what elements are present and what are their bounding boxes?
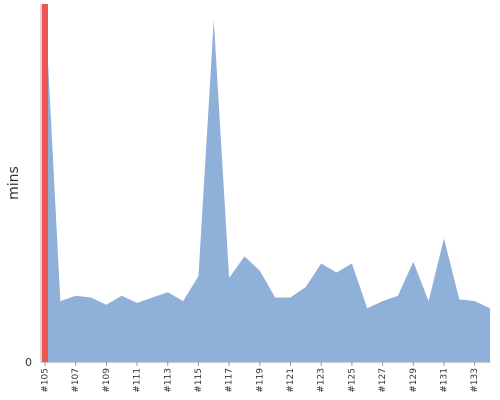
x-tick-label: #123 (317, 368, 327, 393)
y-axis-ticks: 0 (25, 356, 32, 369)
x-tick-label: #129 (409, 368, 419, 393)
x-tick-label: #115 (194, 368, 204, 393)
y-axis-label: mins (6, 166, 22, 200)
x-tick-label: #109 (102, 368, 112, 393)
x-tick-label: #107 (71, 368, 81, 393)
series-area (45, 4, 490, 362)
x-tick-label: #133 (470, 368, 480, 393)
x-tick-label: #127 (378, 368, 388, 393)
plot-area (40, 4, 491, 363)
x-tick-label: #117 (225, 368, 235, 393)
x-tick-label: #113 (163, 368, 173, 393)
x-tick-label: #125 (347, 368, 357, 393)
highlighted-build-bar (42, 4, 48, 362)
x-axis-ticks: #105 #107 #109 #111 #113 #115 #117 #119 #121 #123… (41, 362, 480, 393)
x-tick-label: #121 (286, 368, 296, 393)
x-tick-label: #105 (41, 368, 51, 393)
x-tick-label: #119 (255, 368, 265, 393)
y-tick-label: 0 (25, 356, 32, 369)
x-tick-label: #111 (133, 368, 143, 393)
x-tick-label: #131 (439, 368, 449, 393)
